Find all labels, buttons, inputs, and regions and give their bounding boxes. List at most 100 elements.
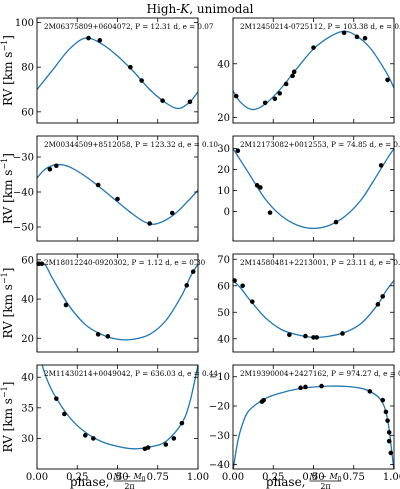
data-point	[163, 442, 169, 447]
data-point	[283, 81, 289, 87]
x-tick-label: 0.75	[147, 472, 169, 483]
data-point	[311, 335, 316, 340]
panel-1: 2M06375809+0604072, P = 12.31 d, e = 0.0…	[15, 17, 214, 124]
y-tick-label: 40	[217, 59, 230, 70]
data-point	[375, 302, 381, 307]
data-point	[354, 34, 360, 40]
y-axis-label: RV [km s−1]	[0, 35, 15, 106]
panel-frame	[232, 364, 395, 470]
svg-text:phase,: phase,	[266, 475, 306, 489]
data-point	[314, 335, 320, 340]
data-point	[319, 383, 324, 389]
data-point	[63, 302, 69, 308]
data-point	[383, 409, 389, 415]
data-point	[303, 333, 308, 339]
x-tick-label: 0.00	[26, 472, 48, 483]
data-point	[105, 334, 111, 339]
data-point	[233, 93, 239, 99]
y-tick-label: 30	[217, 144, 230, 155]
data-point	[386, 430, 392, 435]
panel-3: 2M00344509+8512058, P = 123.32 d, e = 0.…	[13, 135, 218, 242]
data-point	[147, 221, 152, 226]
data-point	[145, 445, 151, 450]
data-point	[298, 385, 303, 391]
y-axis-label: RV [km s−1]	[0, 268, 15, 339]
model-curve-4	[233, 148, 394, 230]
data-point	[169, 210, 175, 216]
x-tick-label: 0.50	[106, 472, 128, 483]
panel-label: 2M14580481+2213001, P = 23.11 d, e = 0.3…	[240, 258, 400, 267]
y-axis-label: RV [km s−1]	[0, 153, 15, 224]
y-axis-labels: RV [km s−1] RV [km s−1] RV [km s−1] RV [km …	[0, 35, 15, 452]
y-tick-label: 40	[21, 295, 34, 306]
model-curve-3	[37, 163, 198, 225]
y-tick-label: −20	[209, 402, 230, 413]
data-point	[385, 77, 390, 83]
model-curve-7	[41, 365, 198, 450]
data-point	[171, 436, 177, 441]
x-tick-label: 0.00	[222, 472, 244, 483]
data-point	[380, 397, 386, 403]
svg-text:M − M0: M − M0	[309, 472, 342, 483]
panel-2: 2M12450214-0725112, P = 103.38 d, e = 0.…	[217, 17, 400, 124]
x-tick-label: 0.50	[302, 472, 324, 483]
y-tick-label: 60	[21, 107, 34, 118]
data-point	[36, 261, 41, 267]
y-axis-label: RV [km s−1]	[0, 382, 15, 453]
data-point	[184, 283, 190, 288]
data-point	[190, 269, 196, 274]
y-tick-label: 10	[217, 186, 230, 197]
figure-title: High-K, unimodal	[0, 2, 400, 16]
data-point	[250, 299, 255, 304]
panel-label: 2M12450214-0725112, P = 103.38 d, e = 0.…	[240, 22, 400, 31]
data-point	[367, 389, 373, 394]
panel-frame	[36, 135, 199, 242]
data-point	[287, 332, 292, 338]
y-tick-label: 20	[217, 113, 230, 124]
panel-label: 2M11430214+0049042, P = 636.03 d, e = 0.…	[44, 369, 218, 378]
data-point	[240, 283, 245, 289]
data-point	[128, 64, 133, 70]
data-point	[272, 96, 278, 102]
model-curve-5	[37, 261, 198, 341]
data-point	[386, 438, 392, 444]
y-tick-label: −30	[13, 153, 34, 164]
data-point	[340, 331, 345, 336]
data-point	[47, 166, 53, 172]
y-tick-label: 40	[217, 334, 230, 345]
svg-text:2π: 2π	[320, 482, 330, 489]
data-point	[277, 91, 282, 96]
model-curve-6	[233, 280, 394, 339]
x-tick-label: 0.25	[66, 472, 88, 483]
panel-8: 2M19390004+2427162, P = 974.27 d, e = 0.…	[209, 364, 400, 483]
y-tick-label: 20	[217, 165, 230, 176]
figure-title-suffix: , unimodal	[189, 2, 254, 16]
panel-frame	[36, 364, 199, 470]
data-point	[91, 436, 96, 441]
data-point	[54, 396, 59, 401]
data-point	[388, 450, 394, 456]
data-point	[378, 163, 384, 168]
data-point	[267, 210, 273, 215]
svg-text:phase,: phase,	[70, 475, 110, 489]
y-tick-label: 100	[15, 18, 34, 29]
data-point	[54, 163, 59, 169]
y-tick-label: 0	[224, 207, 230, 218]
panel-7: 2M11430214+0049042, P = 636.03 d, e = 0.…	[21, 364, 218, 483]
data-point	[380, 294, 386, 299]
y-tick-label: −50	[13, 223, 34, 234]
figure-title-prefix: High-	[146, 2, 181, 16]
data-point	[235, 148, 241, 153]
y-tick-label: 50	[217, 308, 230, 319]
svg-text:2π: 2π	[124, 482, 134, 489]
data-point	[139, 78, 144, 83]
data-point	[187, 99, 193, 105]
data-point	[385, 418, 390, 423]
panel-frame	[232, 17, 395, 124]
data-point	[258, 185, 263, 190]
data-point	[232, 278, 237, 283]
y-tick-label: 30	[21, 434, 34, 445]
